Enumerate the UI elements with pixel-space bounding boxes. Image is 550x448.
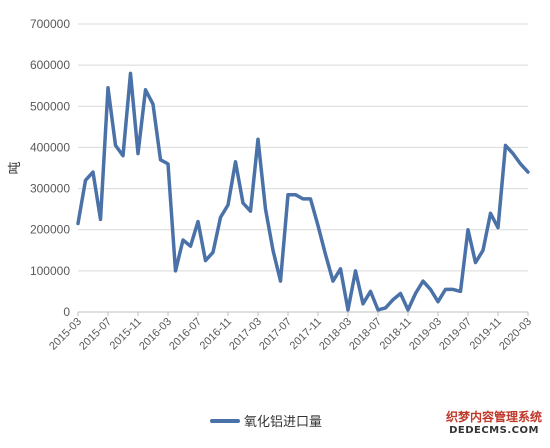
x-tick-label: 2016-07 <box>167 316 204 353</box>
y-tick-label: 0 <box>63 305 70 319</box>
x-axis: 2015-032015-072015-112016-032016-072016-… <box>47 312 534 353</box>
series-layer <box>76 71 530 312</box>
x-tick-label: 2017-07 <box>257 316 294 353</box>
y-tick-label: 300000 <box>30 182 70 196</box>
x-tick-label: 2019-03 <box>407 316 444 353</box>
y-axis: 0 100000 200000 300000 400000 500000 600000 700… <box>30 17 70 319</box>
x-tick-label: 2018-07 <box>347 316 384 353</box>
legend-label: 氧化铝进口量 <box>244 415 322 430</box>
y-tick-label: 700000 <box>30 17 70 31</box>
y-tick-label: 600000 <box>30 58 70 72</box>
watermark-line-1: 织梦内容管理系统 <box>445 410 542 424</box>
x-tick-label: 2017-03 <box>227 316 264 353</box>
legend: 氧化铝进口量 <box>210 415 322 430</box>
y-tick-label: 200000 <box>30 223 70 237</box>
x-tick-label: 2019-07 <box>437 316 474 353</box>
gridlines <box>78 23 528 313</box>
y-tick-label: 500000 <box>30 99 70 113</box>
watermark: 织梦内容管理系统 DEDECMS.COM <box>440 410 548 438</box>
x-tick-label: 2018-03 <box>317 316 354 353</box>
series-line <box>76 71 530 312</box>
x-tick-label: 2015-07 <box>77 316 114 353</box>
y-tick-label: 100000 <box>30 264 70 278</box>
x-tick-label: 2020-03 <box>497 316 534 353</box>
watermark-line-2: DEDECMS.COM <box>449 425 539 436</box>
y-tick-label: 400000 <box>30 140 70 154</box>
x-tick-label: 2015-03 <box>47 316 84 353</box>
y-axis-label: 吨 <box>8 161 23 174</box>
x-tick-label: 2016-03 <box>137 316 174 353</box>
